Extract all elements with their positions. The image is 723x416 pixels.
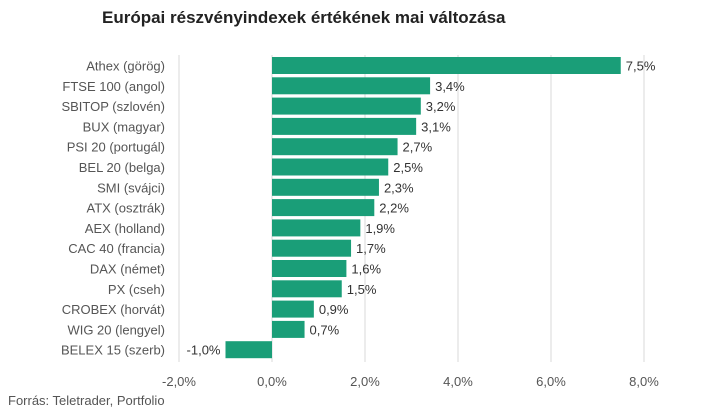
value-label: 2,7% [403, 140, 433, 155]
category-label: SMI (svájci) [97, 180, 165, 195]
value-label: 1,6% [351, 262, 381, 277]
bar [272, 300, 314, 318]
x-axis-ticks: -2,0% 0,0% 2,0% 4,0% 6,0% 8,0% [162, 374, 659, 389]
value-label: 0,7% [310, 322, 340, 337]
bar [272, 178, 379, 196]
bar [272, 77, 431, 95]
category-label: BELEX 15 (szerb) [61, 343, 165, 358]
bar [272, 199, 375, 217]
category-label: CROBEX (horvát) [62, 302, 165, 317]
x-tick-label: 8,0% [629, 374, 659, 389]
value-label: 1,5% [347, 282, 377, 297]
source-note: Forrás: Teletrader, Portfolio [8, 393, 165, 408]
category-label: PX (cseh) [108, 282, 165, 297]
category-label: SBITOP (szlovén) [61, 99, 165, 114]
value-label: 0,9% [319, 302, 349, 317]
value-label: 2,3% [384, 180, 414, 195]
value-label: 2,2% [379, 201, 409, 216]
value-label: 1,9% [365, 221, 395, 236]
x-tick-label: 6,0% [536, 374, 566, 389]
bar [272, 57, 621, 74]
x-tick-label: 4,0% [443, 374, 473, 389]
x-tick-label: 2,0% [350, 374, 380, 389]
bar [272, 280, 342, 298]
category-label: Athex (görög) [86, 59, 165, 74]
bar [272, 138, 398, 156]
category-label: PSI 20 (portugál) [67, 140, 165, 155]
category-labels: Athex (görög) FTSE 100 (angol) SBITOP (szl… [61, 59, 165, 358]
x-tick-label: 0,0% [257, 374, 287, 389]
value-labels: 7,5% 3,4% 3,2% 3,1% 2,7% 2,5% 2,3% 2,2% 1,9% 1,7%… [187, 59, 656, 358]
value-label: 2,5% [393, 160, 423, 175]
x-tick-label: -2,0% [162, 374, 196, 389]
bar [272, 260, 347, 277]
bars [225, 57, 621, 359]
value-label: 7,5% [626, 59, 656, 74]
bar [272, 97, 421, 115]
bar [272, 239, 352, 257]
bar [272, 320, 305, 338]
category-label: FTSE 100 (angol) [62, 79, 165, 94]
category-label: BEL 20 (belga) [79, 160, 165, 175]
category-label: WIG 20 (lengyel) [67, 322, 165, 337]
category-label: CAC 40 (francia) [68, 241, 165, 256]
bar [272, 117, 417, 135]
value-label: -1,0% [187, 343, 221, 358]
bar [272, 158, 389, 176]
chart-title: Európai részvényindexek értékének mai vá… [102, 8, 506, 27]
category-label: DAX (német) [90, 262, 165, 277]
value-label: 3,4% [435, 79, 465, 94]
value-label: 1,7% [356, 241, 386, 256]
bar [225, 341, 272, 359]
bar [272, 219, 361, 237]
value-label: 3,2% [426, 99, 456, 114]
value-label: 3,1% [421, 119, 451, 134]
category-label: AEX (holland) [85, 221, 165, 236]
category-label: ATX (osztrák) [87, 201, 166, 216]
category-label: BUX (magyar) [83, 119, 165, 134]
